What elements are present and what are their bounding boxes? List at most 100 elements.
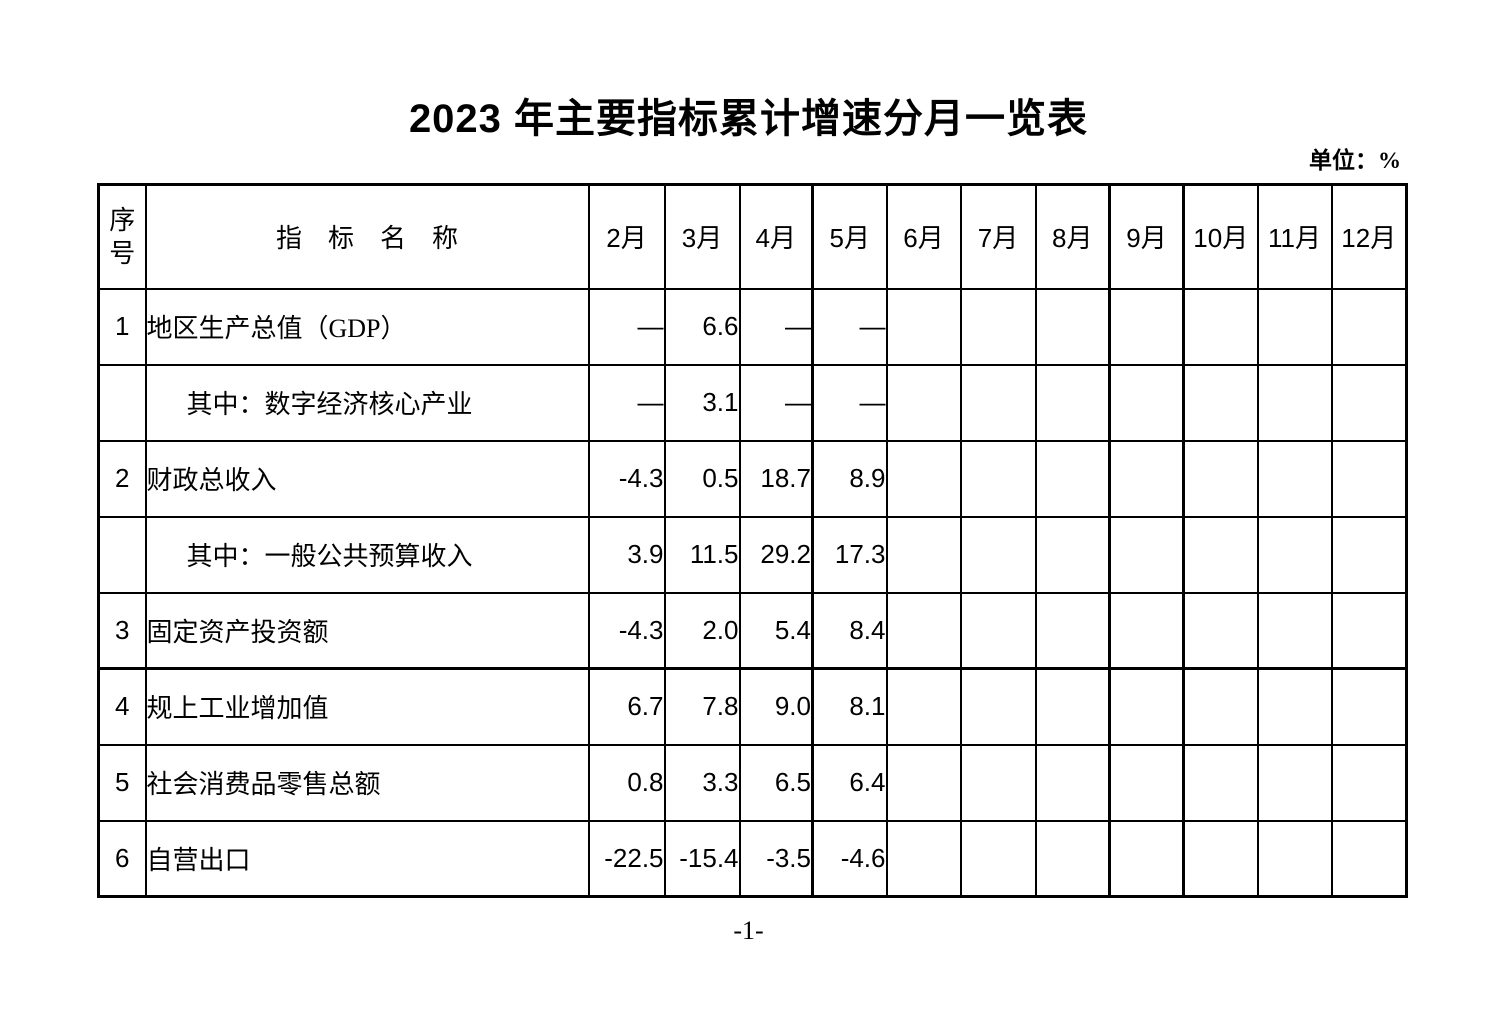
value-cell	[959, 363, 1037, 442]
value-cell	[1034, 515, 1111, 594]
value-cell	[1034, 363, 1111, 442]
value-cell: 3.3	[663, 743, 741, 822]
value-cell	[959, 743, 1037, 822]
serial-cell: 2	[97, 439, 147, 518]
value-cell: 6.5	[738, 743, 814, 822]
page-number: -1-	[733, 916, 764, 945]
value-cell	[1034, 439, 1111, 518]
value-cell	[1256, 667, 1333, 746]
value-cell: —	[738, 287, 814, 366]
value-cell	[1330, 515, 1408, 594]
value-cell: 8.1	[811, 667, 888, 746]
value-cell	[1330, 591, 1408, 670]
table-row: 5 社会消费品零售总额 0.8 3.3 6.5 6.4	[97, 743, 1408, 822]
value-cell	[1256, 363, 1333, 442]
value-cell	[1182, 515, 1259, 594]
header-indicator-cell: 指 标 名 称	[144, 183, 590, 290]
value-cell	[1330, 819, 1408, 898]
serial-cell: 3	[97, 591, 147, 670]
indicator-cell: 自营出口	[144, 819, 590, 898]
value-cell	[1330, 439, 1408, 518]
value-cell	[1256, 439, 1333, 518]
value-cell	[959, 819, 1037, 898]
indicator-cell: 财政总收入	[144, 439, 590, 518]
value-cell: -22.5	[587, 819, 666, 898]
value-cell	[1256, 743, 1333, 822]
indicators-table: 序号 指 标 名 称 2月 3月 4月 5月 6月 7月 8月 9月 10月 1…	[97, 183, 1408, 898]
value-cell	[1256, 591, 1333, 670]
value-cell	[1108, 667, 1185, 746]
value-cell	[885, 515, 962, 594]
value-cell	[1182, 743, 1259, 822]
value-cell	[1108, 743, 1185, 822]
value-cell	[1182, 591, 1259, 670]
value-cell	[885, 743, 962, 822]
value-cell: -3.5	[738, 819, 814, 898]
value-cell	[959, 439, 1037, 518]
header-serial-cell: 序号	[97, 183, 147, 290]
value-cell: —	[811, 287, 888, 366]
header-month-feb: 2月	[587, 183, 666, 290]
table-row: 3 固定资产投资额 -4.3 2.0 5.4 8.4	[97, 591, 1408, 670]
value-cell	[1108, 819, 1185, 898]
header-month-dec: 12月	[1330, 183, 1408, 290]
value-cell: 8.9	[811, 439, 888, 518]
table-row: 2 财政总收入 -4.3 0.5 18.7 8.9	[97, 439, 1408, 518]
table-row: 其中：数字经济核心产业 —3.1— —	[97, 363, 1408, 442]
serial-cell: 1	[97, 287, 147, 366]
value-cell	[1256, 819, 1333, 898]
header-row: 序号 指 标 名 称 2月 3月 4月 5月 6月 7月 8月 9月 10月 1…	[97, 183, 1408, 290]
value-cell	[1034, 287, 1111, 366]
value-cell	[1034, 667, 1111, 746]
serial-cell: 5	[97, 743, 147, 822]
value-cell: 6.4	[811, 743, 888, 822]
header-month-jun: 6月	[885, 183, 962, 290]
value-cell	[1182, 287, 1259, 366]
value-cell	[959, 667, 1037, 746]
value-cell: —	[587, 363, 666, 442]
table-row: 6 自营出口 -22.5 -15.4 -3.5 -4.6	[97, 819, 1408, 898]
indicator-cell: 其中：一般公共预算收入	[144, 515, 590, 594]
value-cell	[1108, 515, 1185, 594]
value-cell	[1108, 591, 1185, 670]
indicator-cell: 其中：数字经济核心产业	[144, 363, 590, 442]
header-month-nov: 11月	[1256, 183, 1333, 290]
value-cell	[959, 287, 1037, 366]
value-cell	[1108, 363, 1185, 442]
value-cell	[885, 819, 962, 898]
value-cell: —	[738, 363, 814, 442]
value-cell	[885, 667, 962, 746]
value-cell: -4.3	[587, 439, 666, 518]
serial-cell: 4	[97, 667, 147, 746]
value-cell	[1182, 667, 1259, 746]
value-cell	[1330, 287, 1408, 366]
table-row: 其中：一般公共预算收入 3.9 11.5 29.2 17.3	[97, 515, 1408, 594]
indicator-cell: 社会消费品零售总额	[144, 743, 590, 822]
value-cell: 8.4	[811, 591, 888, 670]
indicator-cell: 规上工业增加值	[144, 667, 590, 746]
indicator-cell: 地区生产总值（GDP）	[144, 287, 590, 366]
value-cell	[1034, 743, 1111, 822]
header-month-jul: 7月	[959, 183, 1037, 290]
indicator-cell: 固定资产投资额	[144, 591, 590, 670]
header-month-mar: 3月	[663, 183, 741, 290]
value-cell: 17.3	[811, 515, 888, 594]
value-cell: —	[811, 363, 888, 442]
header-month-may: 5月	[811, 183, 888, 290]
value-cell	[1182, 819, 1259, 898]
value-cell: -15.4	[663, 819, 741, 898]
value-cell	[1034, 591, 1111, 670]
serial-cell: 6	[97, 819, 147, 898]
table-row: 4 规上工业增加值 6.7 7.8 9.0 8.1	[97, 667, 1408, 746]
value-cell: 0.8	[587, 743, 666, 822]
value-cell	[1330, 363, 1408, 442]
header-month-aug: 8月	[1034, 183, 1111, 290]
value-cell	[1182, 439, 1259, 518]
value-cell: 3.9	[587, 515, 666, 594]
value-cell	[959, 591, 1037, 670]
value-cell: 9.0	[738, 667, 814, 746]
value-cell: 5.4	[738, 591, 814, 670]
value-cell: -4.6	[811, 819, 888, 898]
value-cell: 18.7	[738, 439, 814, 518]
header-month-oct: 10月	[1182, 183, 1259, 290]
